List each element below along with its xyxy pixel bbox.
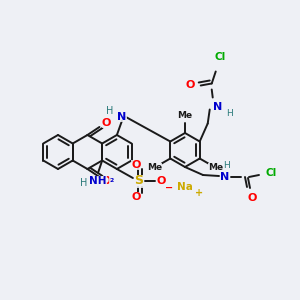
Text: NH: NH: [89, 176, 107, 185]
Text: S: S: [134, 175, 143, 188]
Text: Me: Me: [177, 110, 193, 119]
Text: −: −: [165, 183, 173, 193]
Text: O: O: [247, 193, 257, 203]
Text: ₂: ₂: [109, 173, 113, 184]
Text: N: N: [220, 172, 230, 182]
Text: O: O: [131, 160, 141, 170]
Text: H: H: [80, 178, 88, 188]
Text: N: N: [213, 103, 222, 112]
Text: H: H: [224, 160, 230, 169]
Text: H: H: [226, 109, 233, 118]
Text: H: H: [106, 106, 114, 116]
Text: Cl: Cl: [214, 52, 225, 62]
Text: Me: Me: [147, 163, 162, 172]
Text: O: O: [102, 118, 111, 128]
Text: +: +: [195, 188, 203, 198]
Text: Na: Na: [177, 182, 193, 192]
Text: Cl: Cl: [266, 168, 277, 178]
Text: Me: Me: [208, 163, 223, 172]
Text: O: O: [102, 176, 111, 186]
Text: O: O: [131, 192, 141, 202]
Text: O: O: [185, 80, 194, 91]
Text: O: O: [156, 176, 166, 186]
Text: N: N: [117, 112, 127, 122]
